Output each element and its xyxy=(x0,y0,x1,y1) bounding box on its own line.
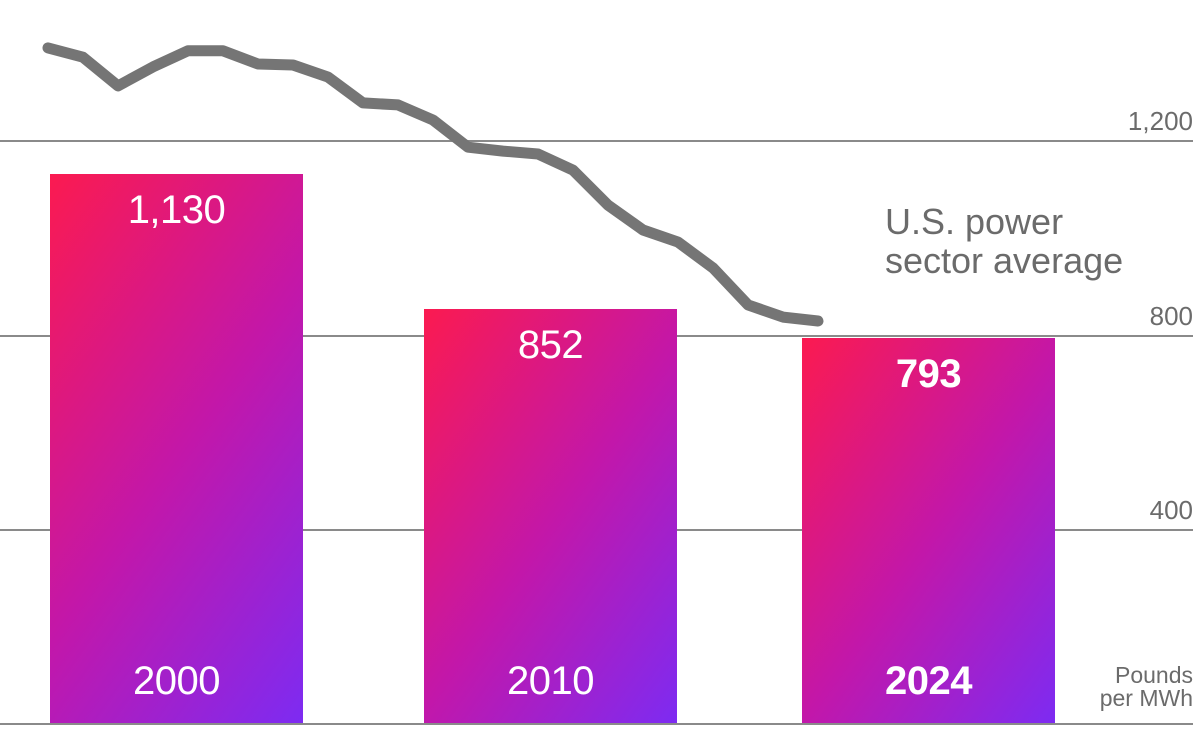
bar-value-label-2000: 1,130 xyxy=(127,188,226,232)
y-axis-unit-label: Pounds per MWh xyxy=(1100,664,1193,710)
y-axis-unit-line1: Pounds xyxy=(1114,662,1193,688)
y-tick-label-1200: 1,200 xyxy=(1127,106,1193,136)
bar-2000: 1,130 2000 xyxy=(50,174,303,723)
gridline-1200 xyxy=(0,140,1193,142)
y-tick-label-400: 400 xyxy=(1149,495,1193,525)
bar-year-label-2000: 2000 xyxy=(133,659,220,703)
bar-value-label-2010: 852 xyxy=(517,323,584,367)
bar-2024: 793 2024 xyxy=(802,338,1055,723)
bar-2010: 852 2010 xyxy=(424,309,677,723)
bar-year-label-2024: 2024 xyxy=(885,659,972,703)
line-series-label-line1: U.S. power xyxy=(885,201,1064,242)
y-tick-label-800: 800 xyxy=(1149,301,1193,331)
y-axis-unit-line2: per MWh xyxy=(1099,685,1193,711)
x-axis-baseline xyxy=(0,723,1193,725)
line-series-label-line2: sector average xyxy=(885,240,1124,281)
line-series-label: U.S. power sector average xyxy=(885,202,1123,280)
trend-line-path xyxy=(42,42,824,327)
bar-value-label-2024: 793 xyxy=(895,352,962,396)
bar-year-label-2010: 2010 xyxy=(507,659,594,703)
